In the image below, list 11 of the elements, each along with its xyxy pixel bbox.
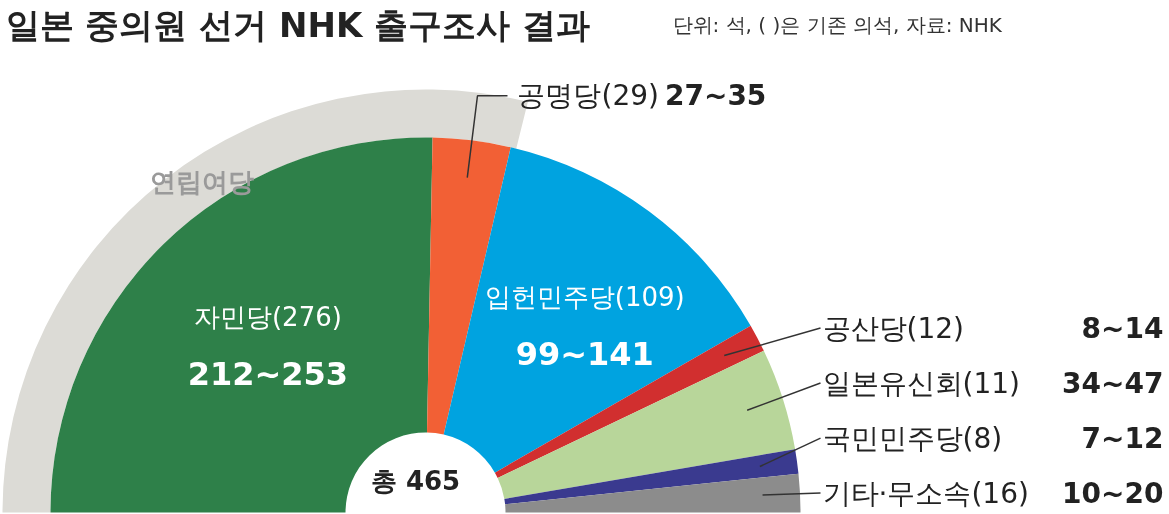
slice-label: 공명당(29) 27~35 <box>517 79 767 113</box>
slice-label: 입헌민주당(109) 99~141 <box>484 281 685 373</box>
category-label: 일본유신회(11) 34~47 <box>822 366 1164 400</box>
text: 총 465 <box>370 465 461 496</box>
text: 연립여당 <box>149 167 254 198</box>
slice-label: 자민당(276) 212~253 <box>187 301 349 393</box>
chart-title: 일본 중의원 선거 NHK 출구조사 결과 <box>5 4 590 45</box>
category-label: 공산당(12) 8~14 <box>822 311 1164 345</box>
chart-subtitle: 단위: 석, ( )은 기존 의석, 자료: NHK <box>672 12 1003 37</box>
category-label: 국민민주당(8) 7~12 <box>822 421 1164 455</box>
slice-label: 기타·무소속(16) 10~20 <box>822 476 1164 510</box>
